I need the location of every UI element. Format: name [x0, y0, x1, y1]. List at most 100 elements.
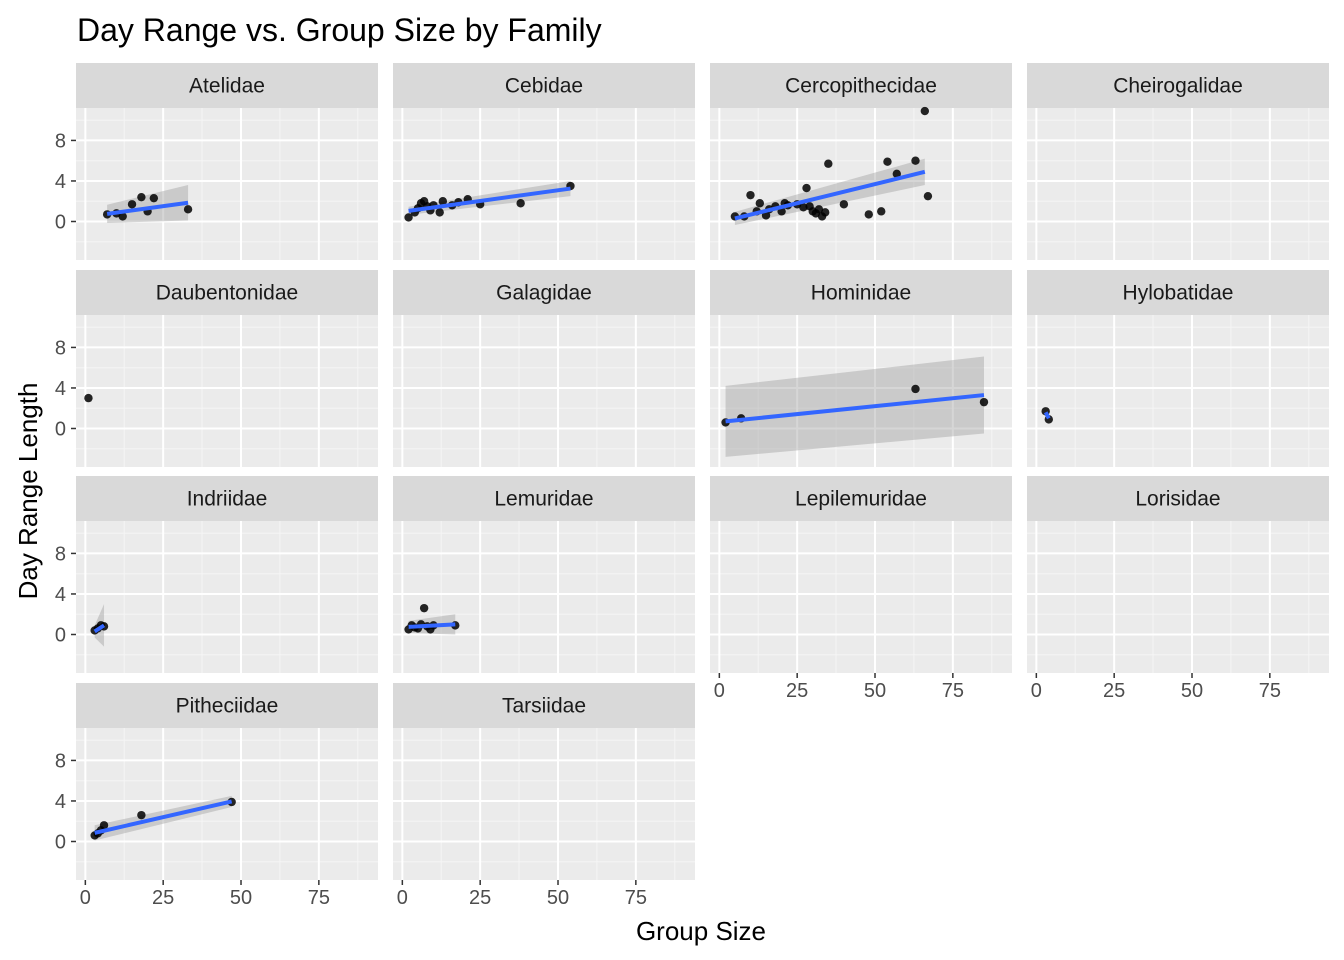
x-tick-label: 75	[308, 887, 330, 909]
x-axis-title: Group Size	[636, 916, 766, 946]
facet-strip	[76, 270, 378, 315]
facet-label: Atelidae	[189, 75, 265, 98]
facet-label: Daubentonidae	[156, 282, 298, 305]
x-tick-label: 25	[469, 887, 491, 909]
data-point	[839, 200, 849, 209]
x-tick-label: 25	[786, 680, 808, 702]
facet-label: Indriidae	[187, 488, 268, 511]
y-tick-label: 8	[55, 750, 66, 772]
facet-panel-atelidae: Atelidae 0 4 8	[55, 63, 378, 260]
facet-panel-pitheciidae: Pitheciidae 0 4 8 0 25 50 75	[55, 683, 378, 909]
data-point	[99, 821, 109, 830]
y-tick-label: 0	[55, 418, 66, 440]
x-tick-label: 0	[80, 887, 91, 909]
facet-strip	[76, 63, 378, 108]
data-point	[746, 190, 755, 200]
y-tick-label: 4	[55, 171, 66, 193]
data-point	[149, 193, 159, 203]
fit-line	[408, 622, 456, 629]
facet-panel-daubentonidae: Daubentonidae 0 4 8	[55, 270, 378, 467]
data-point	[516, 199, 525, 208]
x-tick-label: 50	[230, 887, 252, 909]
facet-label: Galagidae	[496, 282, 592, 305]
facet-strip	[76, 683, 378, 728]
facet-panel-lorisidae: Lorisidae 0 25 50 75	[1027, 476, 1329, 702]
x-tick-label: 0	[397, 887, 408, 909]
data-point	[435, 208, 444, 217]
data-point	[419, 603, 429, 613]
x-tick-label: 75	[1259, 680, 1281, 702]
y-tick-label: 0	[55, 624, 66, 646]
data-point	[923, 191, 933, 201]
facet-panel-hylobatidae: Hylobatidae	[1027, 270, 1329, 467]
facet-strip	[393, 683, 695, 728]
data-point	[864, 210, 873, 219]
facet-strip	[710, 476, 1012, 521]
facet-label: Lepilemuridae	[795, 488, 927, 511]
facet-panel-hominidae: Hominidae	[710, 270, 1012, 467]
y-tick-label: 8	[55, 337, 66, 359]
facet-grid: Atelidae 0 4 8 Cebidae Cercopithecidae Cheirog…	[55, 63, 1329, 909]
x-tick-label: 25	[1103, 680, 1125, 702]
y-tick-label: 8	[55, 543, 66, 565]
facet-strip	[710, 63, 1012, 108]
y-tick-label: 4	[55, 378, 66, 400]
facet-strip	[393, 270, 695, 315]
data-point	[127, 200, 137, 209]
facet-panel-lemuridae: Lemuridae	[393, 476, 695, 673]
x-tick-label: 50	[547, 887, 569, 909]
data-point	[979, 397, 989, 407]
facet-label: Cebidae	[505, 75, 583, 98]
panel-background	[710, 315, 1012, 467]
facet-label: Lorisidae	[1135, 488, 1220, 511]
panel-background	[1027, 315, 1329, 467]
facet-strip	[1027, 63, 1329, 108]
data-point	[802, 183, 811, 193]
facet-label: Hominidae	[811, 282, 911, 305]
fit-line	[106, 200, 189, 216]
x-tick-label: 50	[864, 680, 886, 702]
facet-strip	[1027, 476, 1329, 521]
panel-background	[76, 521, 378, 673]
panel-background	[393, 108, 695, 260]
y-tick-label: 4	[55, 791, 66, 813]
fit-line	[94, 799, 233, 835]
facet-label: Hylobatidae	[1123, 282, 1234, 305]
y-tick-label: 0	[55, 211, 66, 233]
facet-label: Pitheciidae	[176, 695, 279, 718]
fit-line	[1043, 411, 1051, 420]
panel-background	[1027, 521, 1329, 673]
panel-background	[393, 315, 695, 467]
panel-background	[710, 108, 1012, 260]
fit-line	[408, 186, 571, 213]
data-point	[814, 205, 824, 214]
data-point	[911, 384, 920, 394]
data-point	[911, 156, 920, 165]
panel-background	[393, 728, 695, 880]
facet-panel-cheirogalidae: Cheirogalidae	[1027, 63, 1329, 260]
data-point	[118, 212, 127, 221]
data-point	[892, 169, 902, 179]
data-point	[84, 393, 93, 403]
data-point	[755, 199, 765, 208]
data-point	[404, 213, 413, 222]
facet-strip	[1027, 270, 1329, 315]
data-point	[877, 207, 886, 216]
facet-panel-cebidae: Cebidae	[393, 63, 695, 260]
data-point	[183, 205, 193, 214]
fit-line	[734, 169, 926, 221]
y-axis-title: Day Range Length	[13, 383, 43, 600]
facet-label: Lemuridae	[494, 488, 593, 511]
facet-panel-indriidae: Indriidae 0 4 8	[55, 476, 378, 673]
panel-background	[76, 108, 378, 260]
panel-background	[1027, 108, 1329, 260]
panel-background	[76, 315, 378, 467]
y-tick-label: 8	[55, 130, 66, 152]
x-tick-label: 75	[942, 680, 964, 702]
panel-background	[710, 521, 1012, 673]
facet-strip	[393, 476, 695, 521]
data-point	[824, 159, 833, 168]
facet-strip	[76, 476, 378, 521]
y-tick-label: 4	[55, 584, 66, 606]
